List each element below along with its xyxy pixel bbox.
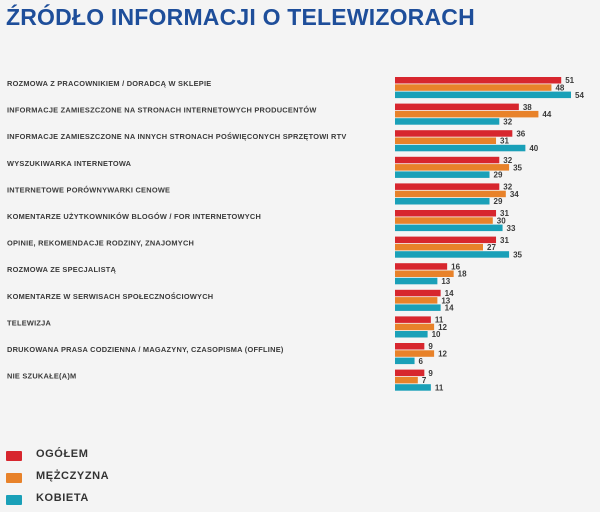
value-label: 14 — [445, 289, 454, 298]
value-label: 27 — [487, 243, 496, 252]
value-label: 40 — [529, 144, 538, 153]
legend-swatch — [6, 451, 22, 461]
bar — [395, 289, 441, 297]
value-label: 29 — [494, 197, 503, 206]
bar — [395, 384, 431, 391]
category-label: ROZMOWA Z PRACOWNIKIEM / DORADCĄ W SKLEP… — [7, 79, 211, 88]
value-label: 16 — [451, 262, 460, 271]
category-label: DRUKOWANA PRASA CODZIENNA / MAGAZYNY, CZ… — [7, 345, 284, 354]
bar — [395, 156, 500, 164]
category-label: INFORMACJE ZAMIESZCZONE NA STRONACH INTE… — [7, 106, 317, 115]
bar — [395, 236, 497, 244]
bar — [395, 316, 431, 323]
value-label: 51 — [565, 76, 574, 85]
bar — [395, 137, 497, 144]
category-label: TELEWIZJA — [7, 318, 52, 327]
bar — [395, 369, 425, 377]
value-label: 33 — [507, 224, 516, 233]
category-label: INFORMACJE ZAMIESZCZONE NA INNYCH STRONA… — [7, 132, 347, 141]
legend-swatch — [6, 473, 22, 483]
value-label: 18 — [458, 270, 467, 279]
bar — [395, 130, 513, 137]
chart-title: ŹRÓDŁO INFORMACJI O TELEWIZORACH — [6, 4, 475, 30]
value-label: 36 — [516, 129, 525, 138]
bars — [395, 77, 571, 391]
category-label: WYSZUKIWARKA INTERNETOWA — [7, 159, 132, 168]
bar — [395, 263, 448, 270]
bar — [395, 251, 510, 258]
value-label: 31 — [500, 209, 509, 218]
value-label: 34 — [510, 190, 519, 199]
bar — [395, 224, 503, 232]
value-label: 14 — [445, 304, 454, 313]
category-label: NIE SZUKAŁE(A)M — [7, 372, 76, 381]
bar — [395, 164, 510, 171]
bar — [395, 331, 428, 338]
bar — [395, 210, 497, 217]
bar — [395, 183, 500, 190]
value-label: 48 — [555, 84, 564, 93]
bar — [395, 77, 562, 84]
bar — [395, 198, 490, 205]
category-labels: ROZMOWA Z PRACOWNIKIEM / DORADCĄ W SKLEP… — [7, 79, 347, 381]
value-label: 11 — [435, 383, 444, 392]
bar — [395, 357, 415, 365]
value-label: 38 — [523, 103, 532, 112]
bar — [395, 190, 506, 198]
value-label: 12 — [438, 350, 447, 359]
category-label: INTERNETOWE PORÓWNYWARKI CENOWE — [7, 185, 170, 194]
bar — [395, 376, 418, 384]
bar — [395, 110, 539, 118]
value-label: 35 — [513, 250, 522, 259]
bar — [395, 277, 438, 285]
value-label: 32 — [503, 156, 512, 165]
value-label: 35 — [513, 163, 522, 172]
value-label: 7 — [422, 376, 427, 385]
value-label: 12 — [438, 323, 447, 332]
bar — [395, 144, 526, 152]
bar — [395, 343, 425, 350]
value-labels: 5148543844323631403235293234293130333127… — [419, 76, 585, 392]
bar — [395, 297, 438, 304]
value-label: 31 — [500, 236, 509, 245]
bar — [395, 217, 493, 224]
value-label: 44 — [542, 110, 551, 119]
legend-label: KOBIETA — [36, 492, 89, 504]
bar — [395, 84, 552, 91]
legend-label: MĘŻCZYZNA — [36, 470, 110, 482]
category-label: OPINIE, REKOMENDACJE RODZINY, ZNAJOMYCH — [7, 239, 194, 248]
category-label: KOMENTARZE UŻYTKOWNIKÓW BLOGÓW / FOR INT… — [7, 212, 261, 221]
value-label: 31 — [500, 137, 509, 146]
value-label: 9 — [428, 369, 433, 378]
bar — [395, 91, 571, 99]
legend-label: OGÓŁEM — [36, 448, 89, 460]
value-label: 11 — [435, 316, 444, 325]
bar — [395, 103, 519, 111]
bar — [395, 323, 435, 331]
bar — [395, 243, 483, 251]
value-label: 9 — [428, 342, 433, 351]
category-label: KOMENTARZE W SERWISACH SPOŁECZNOŚCIOWYCH — [7, 292, 213, 301]
bar — [395, 270, 454, 277]
bar-chart: ROZMOWA Z PRACOWNIKIEM / DORADCĄ W SKLEP… — [7, 76, 585, 392]
value-label: 29 — [494, 171, 503, 180]
bar — [395, 171, 490, 178]
bar — [395, 304, 441, 311]
value-label: 32 — [503, 183, 512, 192]
value-label: 6 — [419, 357, 424, 366]
value-label: 13 — [441, 277, 450, 286]
value-label: 13 — [441, 296, 450, 305]
value-label: 30 — [497, 217, 506, 226]
value-label: 54 — [575, 91, 584, 100]
value-label: 10 — [432, 330, 441, 339]
legend-swatch — [6, 495, 22, 505]
value-label: 32 — [503, 117, 512, 126]
bar — [395, 350, 435, 357]
category-label: ROZMOWA ZE SPECJALISTĄ — [7, 265, 117, 274]
bar — [395, 118, 500, 125]
